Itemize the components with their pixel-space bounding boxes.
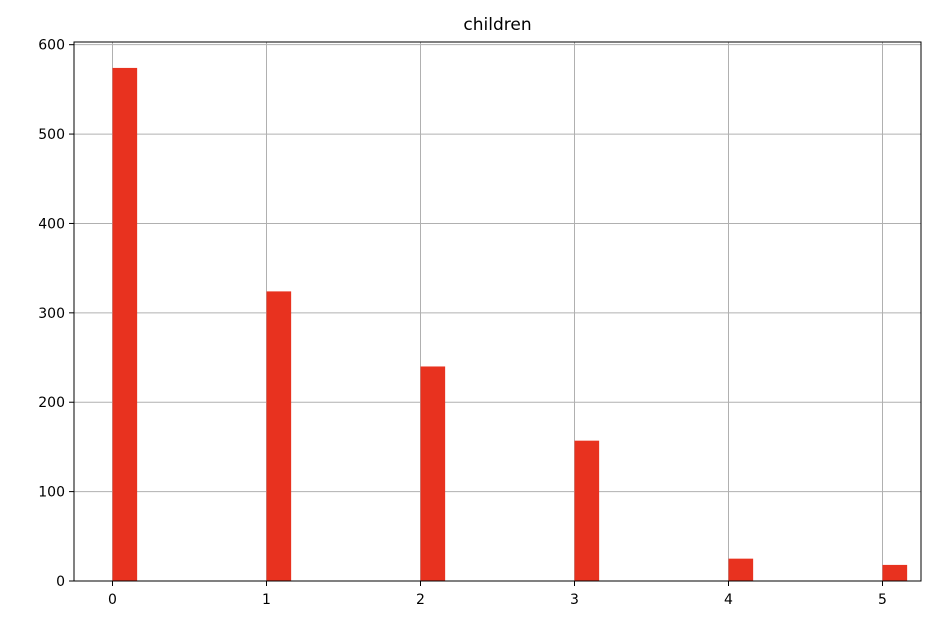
bar-1 <box>266 291 292 581</box>
x-tick-label: 2 <box>416 592 425 608</box>
tick-layer: 0 1 2 3 4 5 0 100 200 300 400 500 600 <box>38 38 887 608</box>
y-tick-label: 0 <box>56 574 65 590</box>
x-tick-label: 5 <box>878 592 887 608</box>
x-tick-label: 0 <box>108 592 117 608</box>
y-tick-label: 400 <box>38 216 65 232</box>
y-tick-label: 300 <box>38 306 65 322</box>
bar-5 <box>882 564 908 581</box>
bar-layer <box>112 67 908 581</box>
x-tick-label: 3 <box>570 592 579 608</box>
y-tick-label: 600 <box>38 38 65 54</box>
bar-3 <box>574 440 600 581</box>
bar-4 <box>728 558 754 581</box>
x-tick-label: 4 <box>724 592 733 608</box>
grid-layer <box>74 42 921 582</box>
y-tick-label: 200 <box>38 395 65 411</box>
y-tick-label: 500 <box>38 127 65 143</box>
y-tick-label: 100 <box>38 485 65 501</box>
plot-frame <box>73 41 922 582</box>
chart-title: children <box>463 15 531 35</box>
x-tick-label: 1 <box>262 592 271 608</box>
bar-2 <box>420 366 446 581</box>
bar-0 <box>112 67 138 581</box>
